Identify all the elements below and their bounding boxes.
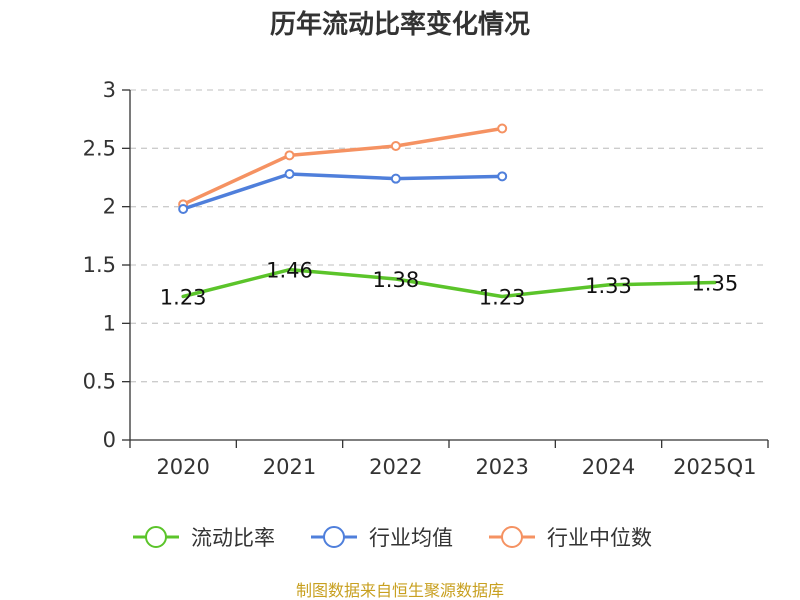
legend-swatch-marker <box>501 526 523 548</box>
series-line <box>181 126 504 207</box>
legend: 流动比率 行业均值 行业中位数 <box>133 526 652 550</box>
legend-label: 流动比率 <box>191 526 275 550</box>
chart-title: 历年流动比率变化情况 <box>270 9 530 40</box>
data-label: 1.38 <box>372 268 419 292</box>
legend-swatch-marker <box>323 526 345 548</box>
x-tick-label: 2021 <box>263 455 316 479</box>
data-point <box>284 150 295 161</box>
legend-label: 行业中位数 <box>547 526 652 550</box>
legend-item: 流动比率 <box>133 526 275 550</box>
legend-item: 行业中位数 <box>489 526 652 550</box>
y-tick-label: 0 <box>103 428 116 452</box>
legend-label: 行业均值 <box>369 526 453 550</box>
legend-item: 行业均值 <box>311 526 453 550</box>
y-tick-label: 1.5 <box>83 253 116 277</box>
y-tick-label: 0.5 <box>83 370 116 394</box>
data-label: 1.46 <box>266 259 313 283</box>
data-point <box>497 123 508 134</box>
x-tick-label: 2025Q1 <box>673 455 756 479</box>
source-note: 制图数据来自恒生聚源数据库 <box>296 581 504 600</box>
x-tick-label: 2024 <box>582 455 635 479</box>
y-tick-label: 1 <box>103 311 116 335</box>
series-line <box>181 267 717 299</box>
data-point <box>390 141 401 151</box>
series-lines <box>178 123 717 299</box>
y-tick-label: 3 <box>103 78 116 102</box>
data-point <box>390 173 401 184</box>
x-tick-label: 2022 <box>369 455 422 479</box>
axes: 0 0.5 1 1.5 2 2.5 3 2020 2021 2022 2023 2024 2025Q1 <box>83 78 769 479</box>
series-line <box>181 172 504 211</box>
data-label: 1.23 <box>160 286 207 310</box>
gridlines <box>130 89 768 383</box>
x-tick-label: 2023 <box>475 455 528 479</box>
data-label: 1.23 <box>479 286 526 310</box>
data-label: 1.35 <box>691 272 738 296</box>
y-tick-label: 2.5 <box>83 136 116 160</box>
data-labels: 1.23 1.46 1.38 1.23 1.33 1.35 <box>160 259 738 310</box>
data-point <box>178 204 189 214</box>
legend-swatch-marker <box>145 526 167 548</box>
x-tick-label: 2020 <box>156 455 209 479</box>
data-label: 1.33 <box>585 274 632 298</box>
data-point <box>497 171 508 182</box>
data-point <box>284 169 295 179</box>
y-tick-label: 2 <box>103 195 116 219</box>
